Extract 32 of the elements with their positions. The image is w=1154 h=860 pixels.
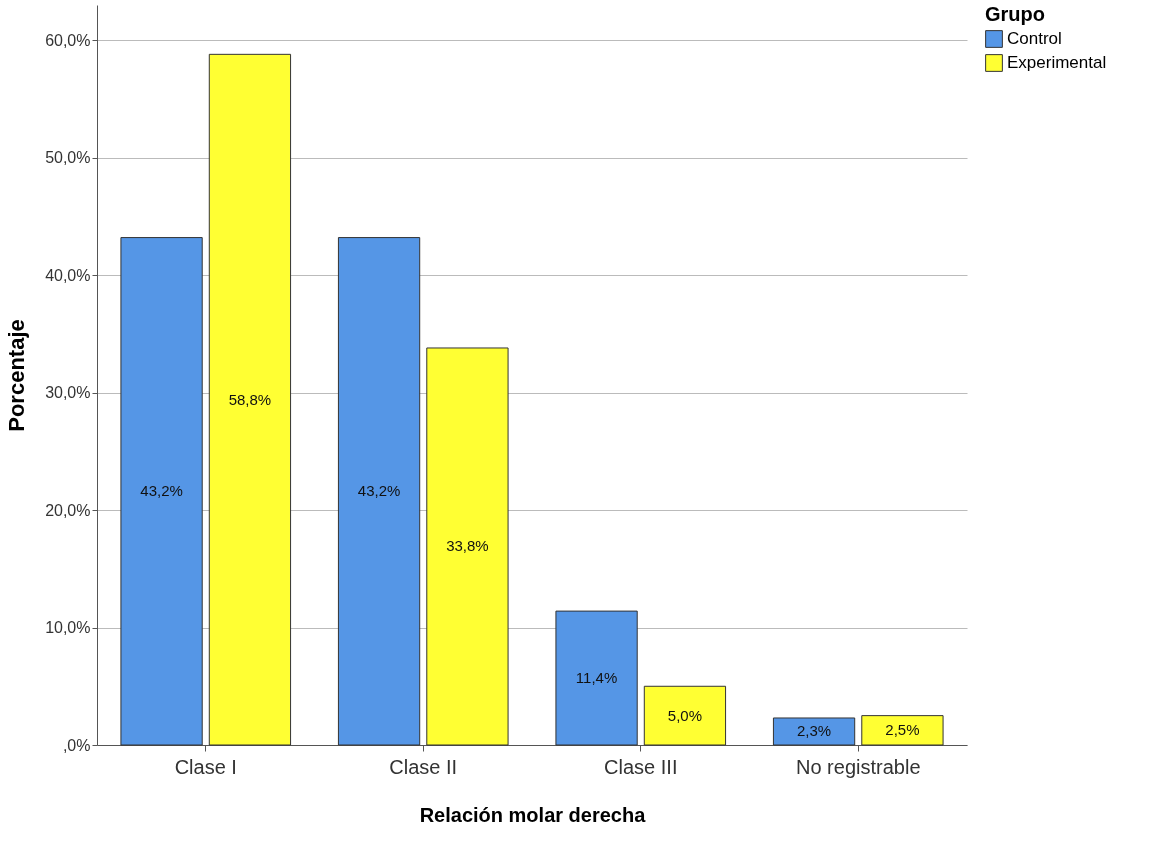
data-label: 33,8% — [446, 537, 489, 555]
bar — [426, 347, 509, 746]
legend-label: Experimental — [1007, 53, 1107, 72]
x-tick-label: No registrable — [795, 755, 921, 778]
y-tick-label: 30,0% — [45, 384, 91, 402]
y-tick-label: 50,0% — [45, 149, 91, 167]
legend-title: Grupo — [985, 3, 1045, 25]
data-label: 58,8% — [228, 390, 272, 408]
x-tick-label: Clase I — [174, 755, 237, 778]
data-label: 43,2% — [357, 482, 401, 500]
bar — [772, 717, 856, 746]
legend-label: Control — [1007, 29, 1062, 48]
y-tick-label: 60,0% — [45, 31, 91, 49]
bar — [337, 237, 421, 746]
data-label: 2,5% — [885, 721, 920, 739]
bar — [861, 715, 944, 746]
data-label: 2,3% — [796, 722, 832, 740]
bar — [643, 685, 727, 746]
y-tick-label: 40,0% — [45, 266, 91, 284]
data-label: 11,4% — [575, 669, 618, 687]
x-tick-label: Clase III — [604, 755, 678, 778]
bar — [555, 610, 638, 746]
y-axis-title: Porcentaje — [4, 319, 30, 432]
data-label: 43,2% — [140, 482, 183, 500]
bar — [208, 53, 292, 746]
data-label: 5,0% — [667, 706, 703, 724]
y-tick-label: 20,0% — [45, 501, 91, 519]
x-axis-title: Relación molar derecha — [419, 803, 647, 826]
y-tick-label: 10,0% — [45, 619, 91, 637]
y-tick-label: ,0% — [62, 736, 91, 754]
x-tick-label: Clase II — [389, 755, 458, 778]
bar — [120, 237, 203, 746]
